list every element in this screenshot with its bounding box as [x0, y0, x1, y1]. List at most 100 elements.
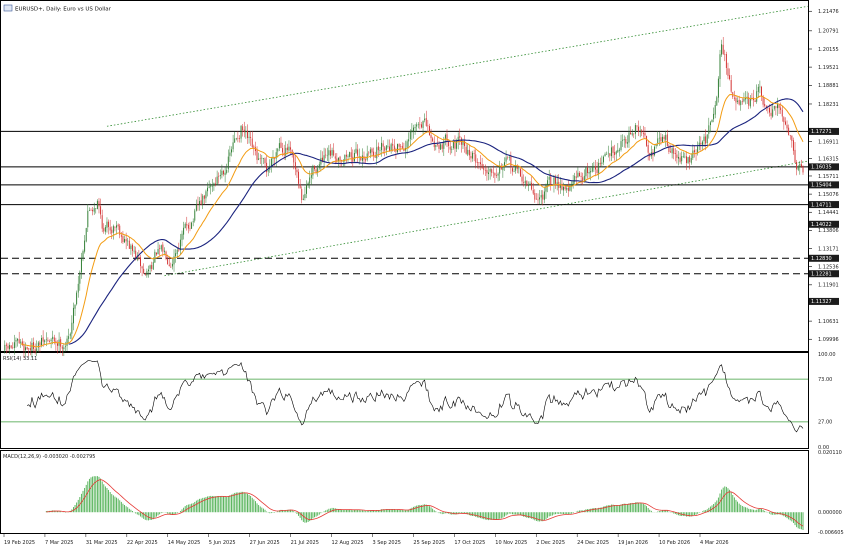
price-tick-label: 1.15711: [818, 174, 839, 180]
macd-tick-label: 0.000000: [818, 510, 842, 516]
candle-body: [725, 54, 727, 68]
candle-body: [662, 136, 663, 142]
candle-body: [413, 127, 414, 131]
candle-body: [71, 322, 73, 334]
candle-body: [556, 182, 558, 185]
candle-body: [178, 249, 180, 251]
candle-body: [111, 229, 113, 234]
candle-body: [397, 144, 398, 153]
candle-body: [748, 97, 750, 106]
candle-body: [665, 135, 667, 140]
candle-body: [42, 337, 44, 342]
candle-body: [513, 171, 515, 173]
candle-body: [735, 97, 737, 103]
candle-body: [614, 152, 616, 156]
candle-body: [701, 141, 703, 145]
date-axis: 19 Feb 2025 7 Mar 2025 31 Mar 2025 22 Apr 2…: [3, 534, 729, 546]
candle-body: [628, 132, 630, 143]
candle-body: [282, 148, 284, 153]
candle-body: [767, 107, 769, 109]
candle-body: [689, 156, 691, 163]
candle-body: [159, 248, 161, 249]
candle-body: [642, 133, 644, 134]
candle-body: [237, 138, 239, 139]
candle-body: [596, 169, 598, 174]
candle-body: [786, 124, 788, 129]
candle-body: [722, 44, 724, 54]
rsi-tick-label: 0.00: [818, 445, 829, 451]
candle-body: [435, 144, 437, 148]
candle-body: [757, 86, 759, 92]
macd-label: MACD(12,26,9) -0.003020 -0.002795: [3, 454, 95, 460]
candle-body: [524, 180, 526, 184]
candle-body: [470, 156, 472, 159]
candle-body: [666, 134, 668, 146]
candle-body: [743, 98, 745, 102]
candle-body: [685, 156, 687, 164]
candle-body: [357, 149, 359, 156]
candle-body: [353, 153, 355, 162]
candle-body: [154, 251, 156, 263]
candle-body: [328, 150, 330, 156]
candle-body: [542, 194, 544, 200]
candle-body: [12, 347, 14, 349]
channel-lower-line[interactable]: [164, 160, 808, 277]
candle-body: [307, 182, 309, 185]
candle-body: [44, 340, 46, 342]
candle-body: [379, 150, 381, 151]
candle-body: [727, 68, 729, 76]
candle-body: [623, 139, 625, 141]
candle-body: [74, 304, 76, 309]
candle-body: [229, 152, 231, 156]
candle-body: [189, 228, 191, 230]
candle-body: [796, 162, 798, 170]
candle-body: [349, 152, 351, 157]
candle-body: [678, 156, 679, 159]
candle-body: [601, 162, 603, 164]
candle-body: [700, 142, 702, 145]
candle-body: [387, 145, 389, 147]
candle-body: [301, 189, 303, 200]
candle-body: [242, 126, 244, 131]
candle-body: [224, 172, 226, 175]
candle-body: [539, 197, 541, 200]
rsi-indicator: 100.00 73.00 27.00 0.00: [1, 352, 836, 451]
candle-body: [270, 158, 272, 166]
candle-body: [92, 209, 94, 212]
candle-body: [216, 176, 218, 185]
candle-body: [280, 142, 282, 148]
candle-body: [366, 153, 368, 160]
candle-body: [136, 257, 138, 260]
candle-body: [384, 147, 386, 151]
candle-body: [610, 147, 612, 157]
candle-body: [76, 292, 78, 305]
candle-body: [572, 180, 574, 185]
candle-body: [80, 258, 82, 273]
candle-body: [478, 162, 480, 164]
candle-body: [553, 177, 555, 186]
candle-body: [476, 162, 478, 163]
channel-upper-line[interactable]: [106, 5, 808, 127]
candle-body: [304, 194, 306, 199]
candle-body: [315, 169, 317, 173]
candle-body: [197, 203, 199, 205]
candle-body: [500, 165, 502, 170]
candle-body: [202, 195, 204, 205]
candle-body: [5, 344, 7, 346]
candle-body: [794, 149, 796, 163]
candle-body: [673, 148, 675, 154]
candle-body: [532, 190, 534, 194]
candle-body: [494, 173, 496, 176]
candle-body: [226, 169, 228, 173]
candle-body: [77, 283, 79, 293]
candle-body: [575, 176, 577, 178]
candle-body: [521, 176, 523, 182]
candle-body: [472, 152, 474, 159]
rsi-tick-label: 73.00: [818, 377, 832, 383]
candle-body: [769, 108, 770, 113]
date-tick-label: 27 Jun 2025: [250, 540, 280, 546]
candle-body: [325, 154, 327, 156]
candle-body: [140, 257, 141, 267]
